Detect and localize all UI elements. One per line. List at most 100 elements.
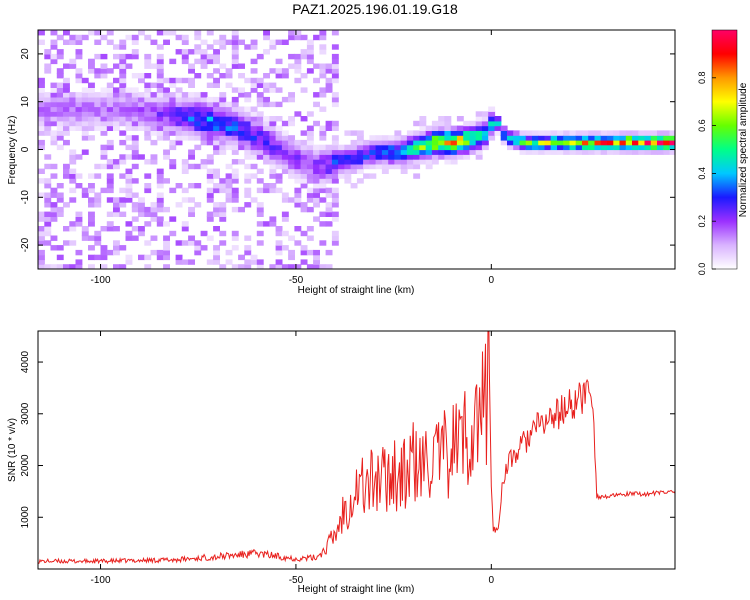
spectrogram-cell (619, 130, 627, 136)
colorbar: 0.00.20.40.60.8 Normalized spectral ampl… (697, 29, 749, 275)
spectrogram-cell (56, 73, 64, 79)
spectrogram-cell (613, 149, 621, 155)
spectrogram-cell (138, 206, 145, 213)
spectrogram-cell (150, 154, 158, 160)
spectrogram-cell (206, 101, 214, 108)
spectrogram-cell (219, 92, 227, 98)
spectrogram-cell (563, 135, 571, 141)
spectrogram-cell (538, 149, 546, 155)
spectrogram-cell (507, 139, 514, 146)
spectrogram-cell (106, 159, 114, 165)
spectrogram-cell (144, 264, 152, 269)
spectrogram-cell (488, 130, 496, 136)
spectrogram-cell (244, 259, 252, 265)
spectrogram-cell (131, 163, 139, 170)
spectrogram-cell (306, 192, 314, 198)
spectrogram-cell (313, 197, 320, 203)
spectrogram-cell (163, 120, 170, 127)
spectrogram-cell (325, 264, 333, 269)
spectrogram-cell (294, 240, 302, 246)
spectrogram-cell (38, 120, 45, 127)
spectrogram-cell (356, 139, 364, 146)
spectrogram-cell (213, 139, 220, 146)
spectrogram-cell (88, 254, 95, 261)
spectrogram-cell (163, 249, 170, 256)
spectrogram-cell (194, 58, 202, 65)
spectrogram-cell (200, 58, 208, 65)
spectrogram-cell (163, 240, 170, 246)
spectrogram-cell (238, 264, 245, 269)
spectrogram-cell (300, 259, 308, 265)
spectrogram-cell (213, 173, 220, 179)
spectrogram-cell (288, 30, 295, 36)
spectrogram-cell (588, 144, 596, 151)
spectrogram-cell (219, 101, 227, 108)
spectrogram-cell (431, 149, 439, 155)
spectrogram-cell (269, 125, 277, 131)
spectrogram-cell (419, 125, 427, 131)
spectrogram-cell (275, 125, 283, 131)
spectrogram-cell (306, 130, 314, 136)
spectrogram-cell (413, 120, 421, 127)
spectrogram-cell (181, 96, 189, 103)
spectrogram-cell (625, 144, 633, 151)
spectrogram-cell (394, 139, 402, 146)
spectrogram-cell (619, 144, 627, 151)
spectrogram-cell (219, 216, 227, 222)
spectrogram-cell (319, 49, 327, 55)
spectrogram-cell (75, 49, 83, 55)
spectrogram-cell (106, 96, 114, 103)
spectrogram-cell (125, 173, 133, 179)
spectrogram-cell (231, 149, 239, 155)
spectrogram-cell (138, 92, 145, 98)
spectrogram-cell (113, 96, 120, 103)
spectrogram-cell (119, 197, 127, 203)
spectrogram-cell (306, 139, 314, 146)
spectrogram-cell (100, 116, 108, 122)
snr-y-tick-label: 1000 (20, 506, 31, 529)
spectrogram-cell (156, 53, 164, 60)
spectrogram-cell (163, 206, 170, 213)
spectrogram-cell (206, 173, 214, 179)
spectrogram-cell (244, 192, 252, 198)
spectrogram-cell (50, 30, 58, 36)
spectrogram-cell (94, 240, 102, 246)
spectrogram-cell (281, 154, 289, 160)
spectrogram-cell (206, 168, 214, 174)
spectrogram-cell (613, 135, 621, 141)
spectrogram-cell (313, 77, 320, 84)
spectrogram-cell (313, 163, 320, 170)
spectrogram-cell (150, 101, 158, 108)
spectrogram-cell (150, 39, 158, 45)
spectrogram-cell (156, 197, 164, 203)
spectrogram-cell (269, 163, 277, 170)
spectrogram-cell (244, 154, 252, 160)
spectrogram-cell (600, 139, 608, 146)
spectrogram-cell (206, 197, 214, 203)
spectrogram-cell (275, 187, 283, 194)
spectrogram-cell (600, 130, 608, 136)
spectrogram-cell (244, 202, 252, 208)
spectrogram-cell (275, 159, 283, 165)
spectrogram-cell (431, 144, 439, 151)
spectrogram-cell (81, 120, 89, 127)
spectrogram-cell (231, 34, 239, 41)
spectrogram-cell (294, 149, 302, 155)
spectrogram-cell (188, 130, 195, 136)
spectrogram-cell (388, 159, 396, 165)
spectrogram-cell (225, 111, 233, 117)
spectrogram-cell (250, 135, 258, 141)
spectrogram-cell (38, 96, 45, 103)
spectrogram-cell (181, 259, 189, 265)
spectrogram-cell (213, 206, 220, 213)
spectrogram-cell (244, 144, 252, 151)
spectrogram-cell (119, 159, 127, 165)
spectrogram-cell (81, 192, 89, 198)
spectrogram-cell (331, 202, 339, 208)
spectrogram-cell (213, 149, 220, 155)
spectrogram-cell (438, 139, 446, 146)
spectrogram-cell (63, 125, 70, 131)
spectrogram-cell (644, 149, 652, 155)
spectrogram-cell (156, 92, 164, 98)
spectrogram-cell (200, 116, 208, 122)
